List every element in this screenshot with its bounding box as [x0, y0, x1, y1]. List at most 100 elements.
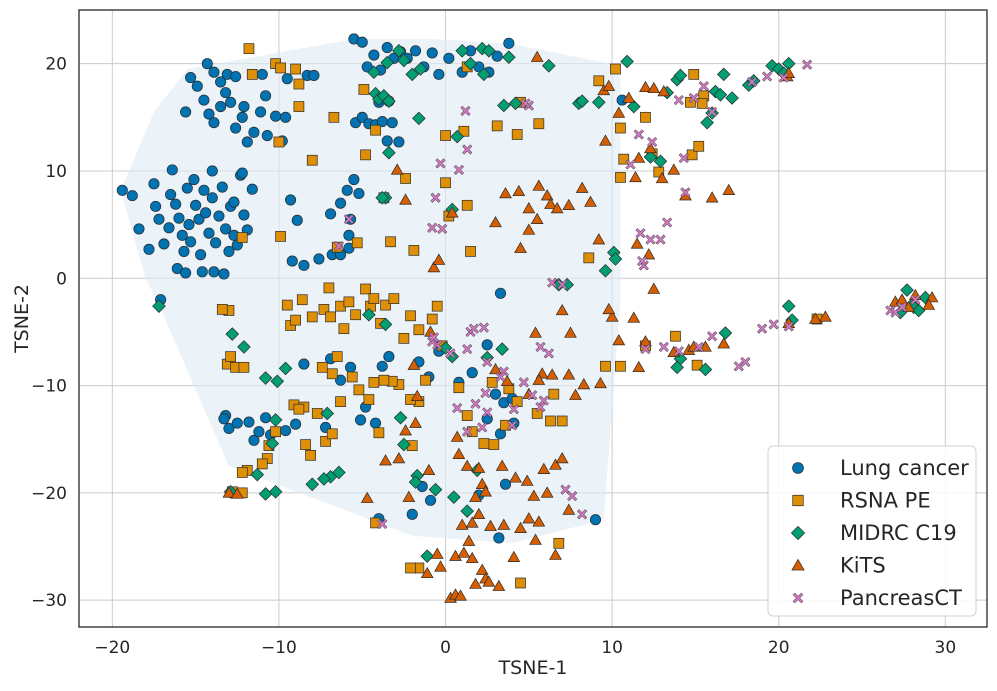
data-point [275, 62, 286, 74]
data-point [567, 490, 578, 502]
data-point [379, 454, 392, 466]
data-point [281, 73, 293, 85]
data-point [612, 333, 626, 346]
data-point [243, 416, 255, 428]
legend-entry: Lung cancer [792, 456, 969, 480]
data-point [452, 402, 463, 414]
data-point [722, 183, 736, 195]
data-point [700, 115, 714, 130]
data-point [453, 382, 465, 394]
data-point [360, 149, 371, 161]
y-tick-label: −30 [31, 591, 67, 611]
data-point [424, 325, 437, 337]
data-point [203, 227, 215, 239]
data-point [625, 159, 636, 170]
data-point [368, 49, 380, 61]
data-point [461, 199, 473, 211]
data-point [258, 371, 273, 385]
data-point [460, 105, 471, 117]
data-point [405, 67, 420, 82]
data-point [268, 485, 283, 499]
axes-frame [78, 9, 988, 628]
data-point [218, 413, 230, 425]
data-point [576, 509, 588, 520]
data-point [198, 184, 210, 196]
data-point [740, 356, 751, 368]
data-point [427, 222, 438, 233]
data-point [405, 562, 416, 574]
data-point [383, 351, 395, 363]
data-point [193, 213, 205, 225]
data-point [370, 124, 381, 136]
data-point [462, 426, 473, 437]
data-point [420, 566, 434, 579]
data-point [335, 396, 346, 408]
data-point [358, 84, 370, 95]
data-point [409, 416, 422, 428]
data-point [293, 78, 305, 90]
data-point [181, 182, 193, 194]
data-point [392, 452, 406, 464]
data-point [549, 458, 562, 470]
data-point [265, 436, 280, 451]
data-point [393, 410, 408, 425]
data-point [409, 45, 422, 57]
data-point [246, 183, 258, 195]
data-point [553, 537, 565, 549]
data-point [116, 184, 128, 196]
data-point [399, 193, 412, 205]
data-point [667, 163, 681, 175]
data-point [305, 477, 320, 492]
data-point [768, 319, 779, 330]
data-point [627, 311, 641, 323]
data-point [408, 475, 423, 489]
data-point [491, 120, 503, 132]
data-point [716, 67, 731, 82]
data-point [584, 195, 597, 207]
data-point [508, 96, 523, 111]
data-point [273, 136, 285, 148]
data-point [196, 266, 208, 278]
data-point [507, 420, 518, 431]
data-point [615, 360, 626, 372]
data-point [598, 263, 613, 278]
data-point [246, 69, 258, 80]
data-point [462, 343, 473, 355]
data-point [653, 166, 665, 178]
data-point [188, 173, 200, 186]
series-kits [222, 50, 939, 603]
legend-marker [792, 494, 804, 507]
plot-frame [78, 9, 988, 628]
data-point [615, 172, 626, 183]
data-point [896, 302, 908, 313]
data-point [535, 401, 546, 413]
data-point [592, 233, 606, 245]
data-point [286, 255, 298, 267]
data-point [206, 165, 218, 177]
data-point [343, 214, 355, 225]
data-point [300, 439, 311, 450]
data-point [478, 322, 490, 333]
data-point [670, 330, 681, 342]
data-point [447, 490, 461, 504]
data-point [801, 59, 813, 70]
data-point [532, 373, 546, 385]
data-point [482, 356, 493, 368]
data-point [378, 317, 393, 332]
data-point [460, 459, 474, 471]
data-point [469, 577, 482, 589]
legend-marker [792, 462, 804, 474]
data-point [549, 548, 562, 560]
data-point [270, 110, 282, 122]
data-point [495, 371, 506, 383]
data-point [305, 449, 316, 461]
data-point [615, 122, 626, 134]
data-point [370, 417, 382, 429]
data-point [542, 59, 556, 73]
data-point [562, 503, 576, 515]
data-point [143, 243, 155, 255]
legend: Lung cancer RSNA PE MIDRC C19 KiTS PancreasC… [767, 445, 977, 617]
data-point [381, 42, 393, 54]
data-point [325, 311, 336, 323]
legend-entry: RSNA PE [792, 489, 931, 513]
